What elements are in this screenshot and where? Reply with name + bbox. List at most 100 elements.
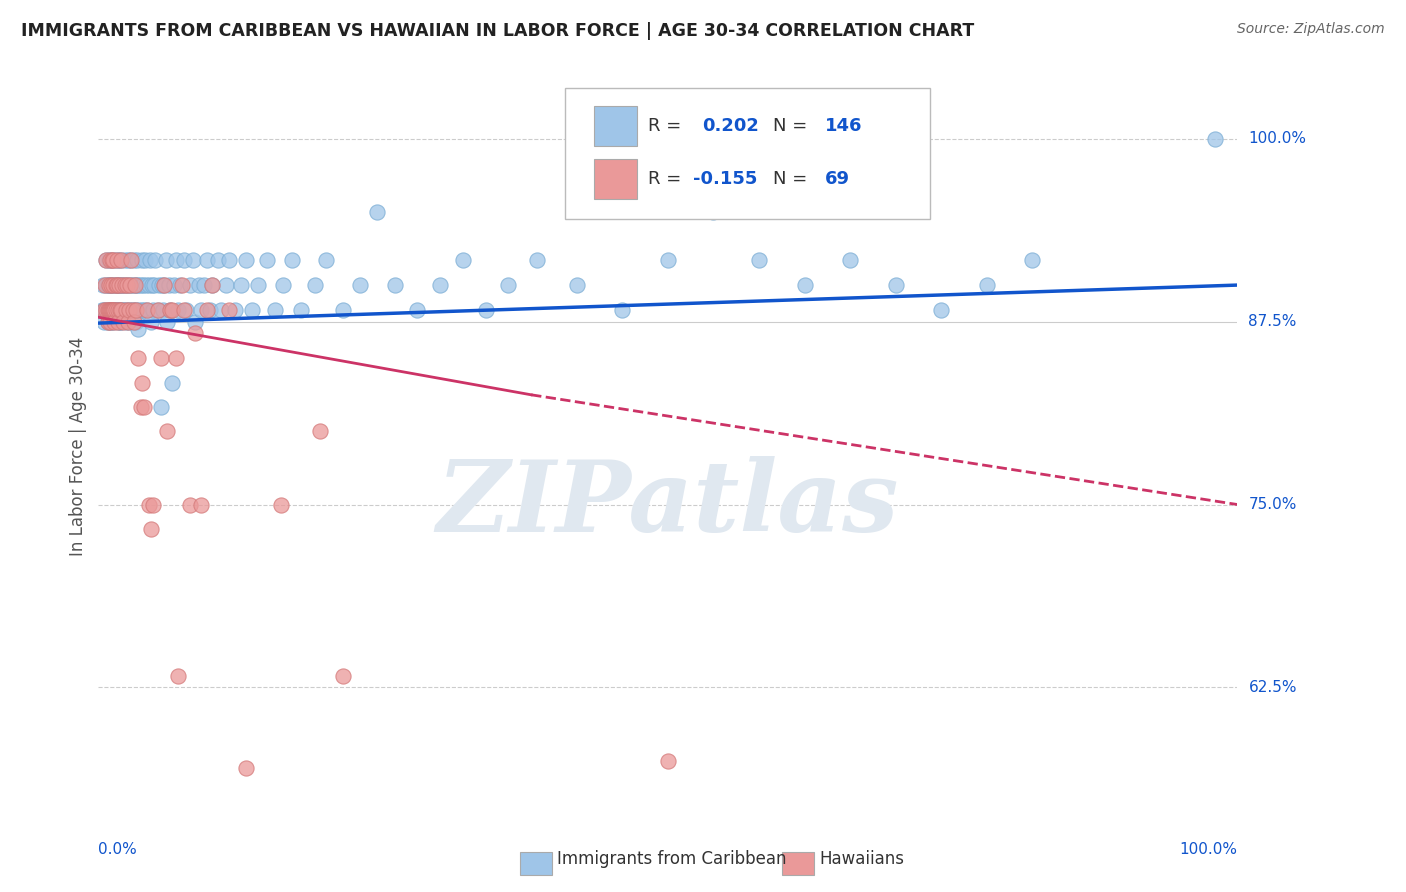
Point xyxy=(110,278,132,293)
Point xyxy=(112,278,135,293)
FancyBboxPatch shape xyxy=(520,852,551,875)
Point xyxy=(138,498,160,512)
Point xyxy=(1021,253,1043,268)
Point xyxy=(315,253,337,268)
Point xyxy=(97,302,120,317)
Point xyxy=(104,278,127,293)
Text: 62.5%: 62.5% xyxy=(1249,680,1296,695)
Point xyxy=(121,302,143,317)
Point xyxy=(120,278,142,293)
Point xyxy=(96,302,118,317)
Text: -0.155: -0.155 xyxy=(693,170,758,188)
Point xyxy=(124,278,146,293)
Point xyxy=(111,302,134,317)
Point xyxy=(101,302,124,317)
Point xyxy=(103,315,125,329)
Point xyxy=(132,400,155,414)
Point xyxy=(127,278,149,293)
Text: ZIPatlas: ZIPatlas xyxy=(437,457,898,553)
Point xyxy=(332,668,354,682)
Point xyxy=(159,302,181,317)
Point xyxy=(170,278,193,293)
Point xyxy=(114,302,136,317)
Point xyxy=(349,278,371,293)
Point xyxy=(309,425,332,439)
Point xyxy=(103,253,125,268)
Point xyxy=(304,278,326,293)
Point xyxy=(129,400,152,414)
Point xyxy=(657,253,679,268)
Point xyxy=(125,302,148,317)
Point xyxy=(135,278,157,293)
Point xyxy=(104,302,127,317)
Point xyxy=(115,302,138,317)
Point xyxy=(125,315,148,329)
FancyBboxPatch shape xyxy=(593,159,637,199)
Point xyxy=(142,302,165,317)
Point xyxy=(128,302,150,317)
Point xyxy=(107,302,129,317)
Text: Hawaiians: Hawaiians xyxy=(820,850,904,868)
Point xyxy=(107,315,129,329)
Point xyxy=(105,253,128,268)
Point xyxy=(139,522,162,536)
Point xyxy=(173,253,195,268)
Point xyxy=(96,278,118,293)
Point xyxy=(108,302,131,317)
Point xyxy=(105,253,128,268)
Point xyxy=(565,278,588,293)
Text: IMMIGRANTS FROM CARIBBEAN VS HAWAIIAN IN LABOR FORCE | AGE 30-34 CORRELATION CHA: IMMIGRANTS FROM CARIBBEAN VS HAWAIIAN IN… xyxy=(21,22,974,40)
Point xyxy=(103,253,125,268)
Point xyxy=(224,302,246,317)
Point xyxy=(91,278,114,293)
Point xyxy=(96,253,118,268)
Point xyxy=(195,253,218,268)
Point xyxy=(127,322,149,336)
Point xyxy=(142,498,165,512)
Point xyxy=(612,302,634,317)
Point xyxy=(148,278,170,293)
Point xyxy=(100,278,122,293)
Point xyxy=(108,278,131,293)
Text: R =: R = xyxy=(648,170,688,188)
Point xyxy=(152,302,174,317)
Text: Source: ZipAtlas.com: Source: ZipAtlas.com xyxy=(1237,22,1385,37)
Point xyxy=(167,668,190,682)
Point xyxy=(103,302,125,317)
Point xyxy=(124,302,146,317)
Point xyxy=(100,302,122,317)
Point xyxy=(96,253,118,268)
Point xyxy=(179,278,201,293)
FancyBboxPatch shape xyxy=(782,852,814,875)
Point xyxy=(229,278,252,293)
Point xyxy=(96,302,118,317)
Point xyxy=(103,302,125,317)
Point xyxy=(179,498,201,512)
Point xyxy=(131,253,153,268)
Text: 0.202: 0.202 xyxy=(702,117,759,135)
Point xyxy=(117,315,139,329)
Point xyxy=(103,278,125,293)
Point xyxy=(150,351,173,366)
Point xyxy=(115,278,138,293)
Point xyxy=(112,315,135,329)
Point xyxy=(121,315,143,329)
Point xyxy=(929,302,952,317)
Text: N =: N = xyxy=(773,117,813,135)
Point xyxy=(98,315,121,329)
Point xyxy=(97,302,120,317)
Point xyxy=(96,315,118,329)
Point xyxy=(96,315,118,329)
Point xyxy=(429,278,451,293)
Point xyxy=(93,302,115,317)
Point xyxy=(110,253,132,268)
Point xyxy=(114,315,136,329)
Point xyxy=(136,302,159,317)
Point xyxy=(162,278,184,293)
Point xyxy=(127,278,149,293)
Point xyxy=(218,253,240,268)
Point xyxy=(108,302,131,317)
Point xyxy=(104,302,127,317)
Point xyxy=(103,278,125,293)
Point xyxy=(94,302,117,317)
